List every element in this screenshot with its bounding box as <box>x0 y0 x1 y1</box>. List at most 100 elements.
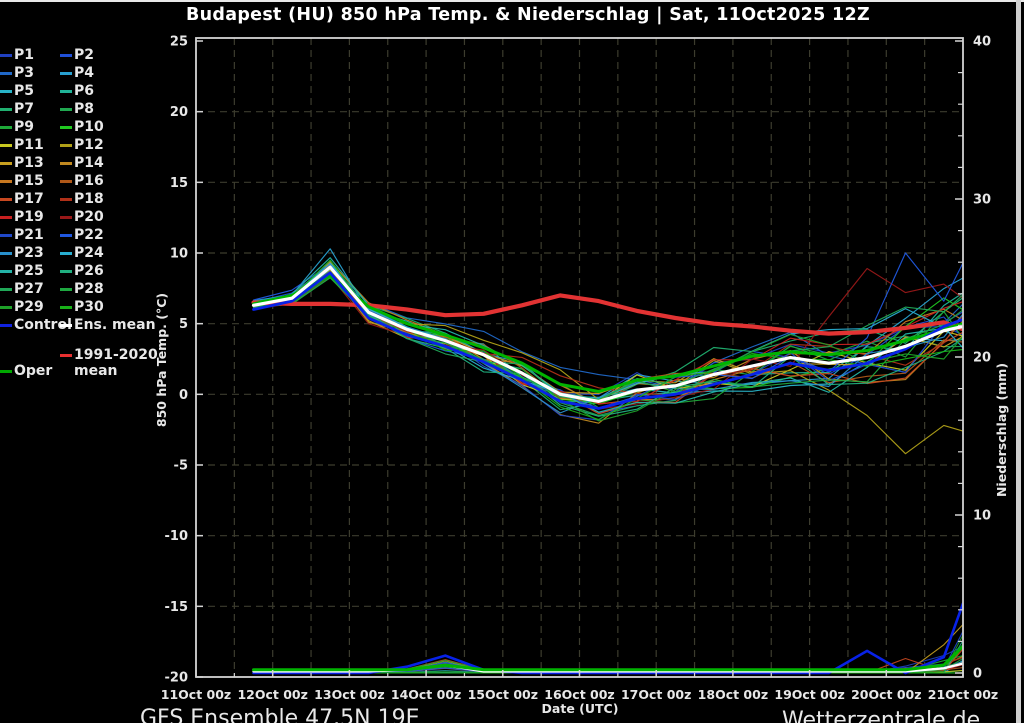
series-line <box>252 271 963 410</box>
series-line <box>252 270 963 403</box>
legend-item-climate-mean-label: 1991-2020 <box>74 347 158 363</box>
legend-item-p22-swatch <box>60 233 72 237</box>
legend-item-p19-swatch <box>0 215 12 219</box>
legend-item-p16-swatch <box>60 179 72 183</box>
legend-item-ens-mean: Ens. mean <box>60 316 156 334</box>
y-right-tick-label: 40 <box>973 35 991 50</box>
legend-item-p11-label: P11 <box>14 137 44 153</box>
series-line <box>252 268 963 414</box>
legend-item-oper-label: Oper <box>14 363 53 379</box>
legend-item-p2-label: P2 <box>74 47 95 63</box>
legend-item-p23: P23 <box>0 244 44 262</box>
legend-item-p9-label: P9 <box>14 119 35 135</box>
legend-item-p1: P1 <box>0 46 34 64</box>
legend-item-p13-label: P13 <box>14 155 44 171</box>
y-left-tick-label: -15 <box>165 600 189 615</box>
y-left-tick-label: -10 <box>165 529 189 544</box>
legend-item-p3-label: P3 <box>14 65 35 81</box>
legend-item-p20: P20 <box>60 208 104 226</box>
legend-item-p7-label: P7 <box>14 101 35 117</box>
legend-item-p30-label: P30 <box>74 299 104 315</box>
series-line <box>252 630 963 674</box>
legend-item-p26-label: P26 <box>74 263 104 279</box>
legend-item-p6: P6 <box>60 82 94 100</box>
legend-item-p25-label: P25 <box>14 263 44 279</box>
y-left-tick-label: 10 <box>170 247 188 262</box>
legend-item-p15: P15 <box>0 172 44 190</box>
legend-item-p17-label: P17 <box>14 191 44 207</box>
legend-item-p22: P22 <box>60 226 104 244</box>
legend-item-p14: P14 <box>60 154 104 172</box>
series-line <box>252 274 963 393</box>
legend-item-p4-swatch <box>60 71 72 75</box>
x-tick-label: 20Oct 00z <box>851 687 921 702</box>
series-line <box>252 267 963 410</box>
y-axis-title-right: Niederschlag (mm) <box>994 363 1009 497</box>
legend-item-p4: P4 <box>60 64 94 82</box>
legend-item-p3-swatch <box>0 71 12 75</box>
legend-item-p28-swatch <box>60 287 72 291</box>
y-left-tick-label: -20 <box>165 671 189 686</box>
legend-item-p6-label: P6 <box>74 83 95 99</box>
series-line <box>252 644 963 672</box>
legend-item-p21-label: P21 <box>14 227 44 243</box>
series-line <box>252 623 963 674</box>
y-left-tick-label: 15 <box>170 176 188 191</box>
legend-item-p20-label: P20 <box>74 209 104 225</box>
legend-item-control: Control <box>0 316 72 334</box>
legend-item-p13: P13 <box>0 154 44 172</box>
legend-item-p21: P21 <box>0 226 44 244</box>
legend-item-p17: P17 <box>0 190 44 208</box>
legend-item-p5: P5 <box>0 82 34 100</box>
tick-labels: 11Oct 00z 12Oct 00z 13Oct 00z 14Oct 00z 15Oc… <box>161 35 998 703</box>
legend-item-p15-swatch <box>0 179 12 183</box>
site-watermark: Wetterzentrale.de <box>782 708 981 723</box>
window-top-edge <box>0 0 1024 2</box>
legend-item-p13-swatch <box>0 161 12 165</box>
legend-item-p12-swatch <box>60 143 72 147</box>
x-tick-label: 17Oct 00z <box>621 687 691 702</box>
legend-item-p28-label: P28 <box>74 281 104 297</box>
axes <box>195 37 964 678</box>
legend-item-climate-mean: 1991-2020 <box>60 346 158 364</box>
legend-item-p19-label: P19 <box>14 209 44 225</box>
y-left-tick-label: 25 <box>170 35 188 50</box>
x-tick-label: 19Oct 00z <box>774 687 844 702</box>
legend-item-p10-swatch <box>60 125 72 129</box>
legend-item-p17-swatch <box>0 197 12 201</box>
legend-item-control-label: Control <box>14 317 72 333</box>
legend-item-p8-swatch <box>60 107 72 111</box>
y-left-tick-label: 20 <box>170 105 188 120</box>
window-right-edge <box>1016 0 1021 723</box>
legend-item-p16: P16 <box>60 172 104 190</box>
legend-item-p26: P26 <box>60 262 104 280</box>
legend-item-p3: P3 <box>0 64 34 82</box>
legend-item-p5-label: P5 <box>14 83 35 99</box>
chart-title: Budapest (HU) 850 hPa Temp. & Niederschl… <box>186 5 870 25</box>
legend-item-climate-mean-line2-label: mean <box>74 363 118 379</box>
series-line <box>252 266 963 389</box>
model-location-label: GFS Ensemble 47.5N 19E <box>140 706 420 723</box>
y-left-tick-label: -5 <box>174 459 188 474</box>
x-axis-title: Date (UTC) <box>542 701 619 716</box>
series-lines <box>251 248 963 675</box>
series-line <box>252 634 963 674</box>
legend-item-ens-mean-swatch <box>60 323 72 327</box>
legend-item-p11: P11 <box>0 136 44 154</box>
legend-item-p29-label: P29 <box>14 299 44 315</box>
grid-lines <box>196 38 963 677</box>
legend-item-p30: P30 <box>60 298 104 316</box>
legend-item-p8: P8 <box>60 100 94 118</box>
legend-item-p23-swatch <box>0 251 12 255</box>
legend-item-p28: P28 <box>60 280 104 298</box>
legend-item-p29: P29 <box>0 298 44 316</box>
legend-item-p18: P18 <box>60 190 104 208</box>
legend-item-p27: P27 <box>0 280 44 298</box>
legend-item-p23-label: P23 <box>14 245 44 261</box>
legend-item-p25-swatch <box>0 269 12 273</box>
y-right-tick-label: 30 <box>973 193 991 208</box>
y-left-tick-label: 5 <box>179 317 188 332</box>
legend-item-p14-label: P14 <box>74 155 104 171</box>
legend-item-p2-swatch <box>60 53 72 57</box>
